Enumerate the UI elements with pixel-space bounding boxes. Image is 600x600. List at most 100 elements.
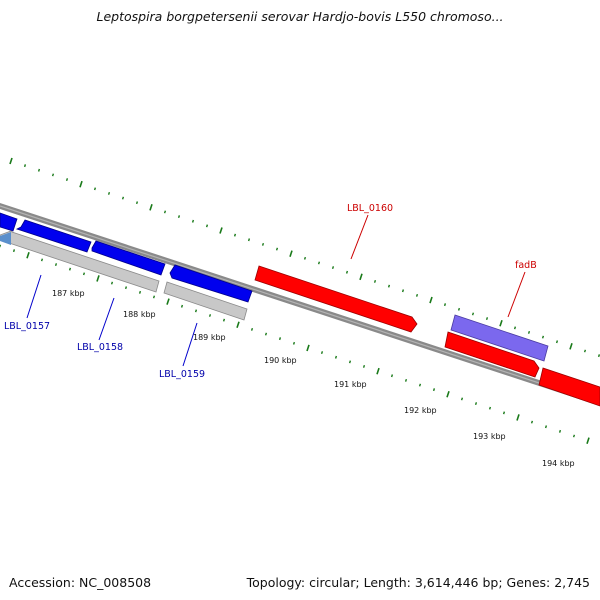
outer-track-minor-tick <box>457 307 461 311</box>
topology-summary: Topology: circular; Length: 3,614,446 bp… <box>246 575 590 590</box>
outer-track-major-tick <box>149 204 153 211</box>
outer-track-minor-tick <box>303 256 307 260</box>
outer-track-minor-tick <box>93 187 97 191</box>
outer-track-major-tick <box>289 250 293 257</box>
outer-tick-track <box>9 157 600 358</box>
inner-track-minor-tick <box>320 351 324 355</box>
outer-track-major-tick <box>429 296 433 304</box>
inner-track-minor-tick <box>264 332 268 336</box>
outer-track-minor-tick <box>527 330 531 334</box>
scale-label-191: 191 kbp <box>334 380 367 389</box>
outer-track-minor-tick <box>233 233 237 237</box>
gene-block-grey-2 <box>163 281 248 321</box>
outer-track-major-tick <box>499 319 503 327</box>
outer-track-minor-tick <box>597 354 600 358</box>
gene-next-forward[interactable] <box>538 367 600 407</box>
inner-track-minor-tick <box>544 425 548 429</box>
scale-label-194: 194 kbp <box>542 459 575 468</box>
gene-lbl-0160-forward[interactable] <box>254 265 418 333</box>
inner-track-minor-tick <box>250 327 254 331</box>
scale-label-188: 188 kbp <box>123 310 156 319</box>
inner-track-minor-tick <box>502 411 506 415</box>
outer-track-minor-tick <box>317 261 321 265</box>
inner-track-minor-tick <box>68 267 72 271</box>
inner-track-major-tick <box>446 391 450 398</box>
outer-track-minor-tick <box>345 270 349 274</box>
inner-track-major-tick <box>96 275 100 282</box>
inner-track-minor-tick <box>278 337 282 341</box>
inner-track-major-tick <box>166 298 170 305</box>
outer-track-minor-tick <box>541 335 545 339</box>
map-title: Leptospira borgpetersenii serovar Hardjo… <box>96 9 504 24</box>
gene-label-lbl-0157[interactable]: LBL_0157 <box>4 321 50 332</box>
leader-lbl-0157 <box>26 274 42 319</box>
inner-track-minor-tick <box>152 295 156 299</box>
inner-track-minor-tick <box>474 402 478 406</box>
outer-track-major-tick <box>569 343 573 350</box>
outer-track-minor-tick <box>107 191 111 195</box>
outer-track-minor-tick <box>415 293 419 297</box>
gene-lbl-0157-reverse[interactable] <box>15 219 92 253</box>
inner-track-minor-tick <box>390 374 394 378</box>
inner-track-minor-tick <box>54 263 58 267</box>
gene-label-fadb[interactable]: fadB <box>515 260 537 271</box>
inner-track-minor-tick <box>404 378 408 382</box>
outer-track-minor-tick <box>485 317 489 321</box>
gene-block-grey-1-cap <box>0 232 11 245</box>
gene-label-lbl-0160[interactable]: LBL_0160 <box>347 203 393 214</box>
inner-track-minor-tick <box>180 304 184 308</box>
inner-track-major-tick <box>26 251 30 259</box>
scale-label-187: 187 kbp <box>52 289 85 298</box>
inner-track-major-tick <box>306 344 310 352</box>
inner-track-minor-tick <box>208 314 212 317</box>
outer-track-minor-tick <box>23 164 27 168</box>
accession-text: Accession: NC_008508 <box>9 575 152 590</box>
gene-lbl-0159-reverse[interactable] <box>169 264 253 303</box>
inner-track-minor-tick <box>222 318 226 322</box>
inner-tick-track <box>0 244 590 444</box>
outer-track-minor-tick <box>583 349 587 353</box>
outer-track-minor-tick <box>555 340 559 344</box>
gene-label-lbl-0158[interactable]: LBL_0158 <box>77 342 123 353</box>
scale-label-192: 192 kbp <box>404 406 437 415</box>
outer-track-minor-tick <box>513 326 517 330</box>
outer-track-minor-tick <box>51 173 55 177</box>
inner-track-minor-tick <box>362 364 366 368</box>
outer-track-minor-tick <box>401 289 405 293</box>
inner-track-minor-tick <box>12 249 16 253</box>
inner-track-minor-tick <box>432 388 436 392</box>
outer-track-major-tick <box>79 180 83 188</box>
inner-track-minor-tick <box>40 258 44 262</box>
inner-track-minor-tick <box>418 383 422 387</box>
inner-track-minor-tick <box>348 360 352 364</box>
outer-track-minor-tick <box>247 238 251 242</box>
inner-track-minor-tick <box>110 281 114 285</box>
outer-track-minor-tick <box>65 178 69 182</box>
inner-track-major-tick <box>586 437 590 444</box>
outer-track-minor-tick <box>163 210 167 214</box>
gene-label-lbl-0159[interactable]: LBL_0159 <box>159 369 205 380</box>
gene-fadb-feature[interactable] <box>450 314 549 362</box>
outer-track-minor-tick <box>373 279 377 283</box>
outer-track-minor-tick <box>121 196 125 200</box>
outer-track-minor-tick <box>275 247 279 251</box>
outer-track-minor-tick <box>387 284 391 288</box>
outer-track-major-tick <box>9 157 13 165</box>
scale-label-190: 190 kbp <box>264 356 297 365</box>
outer-track-minor-tick <box>191 219 195 223</box>
gene-lbl-0158-reverse[interactable] <box>91 240 166 276</box>
outer-track-minor-tick <box>177 215 181 219</box>
inner-track-minor-tick <box>194 309 198 313</box>
outer-track-minor-tick <box>331 266 335 270</box>
outer-track-major-tick <box>359 273 363 281</box>
gene-lbl-0156-reverse[interactable] <box>0 212 18 232</box>
scale-label-189: 189 kbp <box>193 333 226 342</box>
leader-lbl-0160 <box>350 214 369 260</box>
outer-track-minor-tick <box>443 303 447 307</box>
inner-track-minor-tick <box>530 420 534 424</box>
inner-track-minor-tick <box>558 429 562 433</box>
outer-track-minor-tick <box>135 201 139 205</box>
gene-fadb-forward[interactable] <box>444 331 540 378</box>
inner-track-minor-tick <box>572 434 576 438</box>
